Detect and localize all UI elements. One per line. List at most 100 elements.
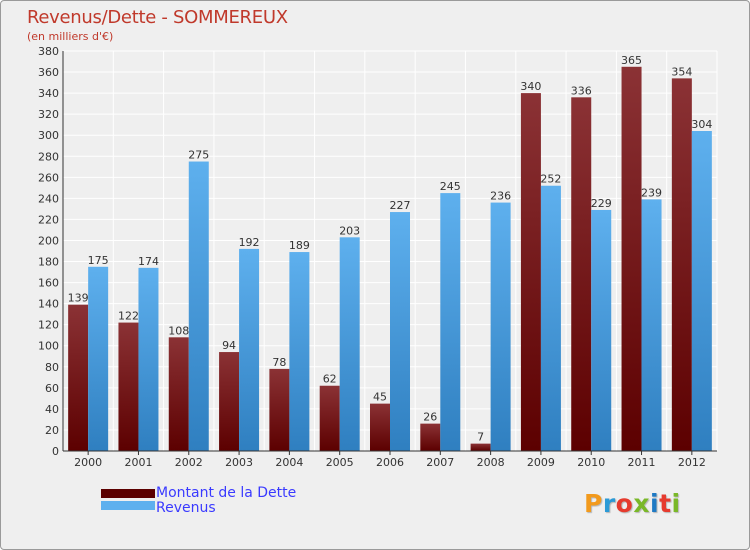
y-tick-label: 40 [45,403,59,416]
y-tick-label: 300 [38,129,59,142]
bar-revenue [239,248,260,451]
data-label-debt: 7 [477,431,484,444]
data-label-revenue: 275 [188,149,209,162]
data-label-debt: 62 [323,373,337,386]
bar-debt [68,304,89,451]
y-tick-label: 200 [38,234,59,247]
bar-revenue [390,212,410,451]
data-label-debt: 94 [222,339,236,352]
y-tick-label: 100 [38,340,59,353]
data-label-debt: 365 [621,54,642,67]
data-label-revenue: 229 [591,197,612,210]
data-label-debt: 26 [423,411,437,424]
y-tick-label: 0 [52,445,59,458]
y-tick-label: 220 [38,213,59,226]
axes: 0 20 40 60 80 100 120 140 160 180 200 220 240 260 280 3… [38,45,717,469]
logo-letter: i [671,489,681,518]
data-label-revenue: 236 [490,190,511,203]
bar-debt [370,403,390,451]
y-tick-label: 260 [38,171,59,184]
bar-revenue [641,199,662,451]
bar-debt [671,78,692,452]
y-tick-label: 20 [45,424,59,437]
data-label-debt: 336 [571,84,592,97]
logo-letter: t [659,489,672,518]
bar-debt [118,322,139,451]
bar-debt [520,93,541,452]
data-label-revenue: 245 [440,180,461,193]
y-tick-label: 60 [45,382,59,395]
bar-revenue [188,161,209,452]
x-tick-label: 2002 [175,456,203,469]
x-tick-label: 2010 [577,456,605,469]
y-tick-label: 160 [38,277,59,290]
proxiti-logo: Proxiti [584,489,681,518]
logo-letter: r [602,489,616,518]
bar-debt [219,352,240,451]
data-label-debt: 45 [373,391,387,404]
legend-label-debt: Montant de la Dette [156,485,297,501]
bar-revenue [440,193,461,451]
data-label-debt: 78 [272,356,286,369]
data-label-revenue: 304 [691,118,712,131]
legend-swatch-debt [101,489,155,498]
y-tick-label: 320 [38,108,59,121]
y-tick-label: 120 [38,319,59,332]
bar-revenue [591,209,612,451]
x-tick-label: 2003 [225,456,253,469]
data-label-revenue: 175 [88,254,109,267]
x-tick-label: 2009 [527,456,555,469]
data-label-revenue: 192 [239,236,260,249]
bars [68,66,712,452]
bar-revenue [289,252,310,451]
data-labels: 139 175 122 174 108 275 94 192 78 189 62 203 45 227 26… [68,54,713,444]
data-label-revenue: 239 [641,186,662,199]
bar-debt [420,423,441,451]
y-tick-label: 140 [38,298,59,311]
bar-debt [168,337,189,451]
chart-title: Revenus/Dette - SOMMEREUX [27,7,288,28]
chart-subtitle: (en milliers d'€) [27,30,114,43]
bar-revenue [691,131,712,451]
y-tick-label: 360 [38,66,59,79]
logo-letter: x [633,489,650,518]
bar-revenue [88,266,109,451]
data-label-revenue: 174 [138,255,159,268]
bar-revenue [540,185,561,451]
bar-debt [319,385,340,451]
data-label-debt: 354 [671,65,692,78]
y-tick-label: 280 [38,150,59,163]
data-label-revenue: 227 [390,199,411,212]
legend-label-revenue: Revenus [156,500,216,516]
y-tick-label: 180 [38,256,59,269]
data-label-revenue: 252 [540,173,561,186]
data-label-revenue: 203 [339,224,360,237]
logo-letter: i [650,489,660,518]
data-label-debt: 122 [118,310,139,323]
data-label-debt: 139 [68,292,89,305]
bar-debt [621,66,642,451]
x-tick-label: 2007 [426,456,454,469]
x-tick-label: 2005 [326,456,354,469]
bar-revenue [138,267,159,451]
logo-letter: P [584,489,603,518]
bar-revenue [339,237,360,451]
y-tick-label: 380 [38,45,59,58]
bar-debt [269,368,290,451]
bar-debt [571,97,592,451]
x-tick-label: 2000 [74,456,102,469]
data-label-debt: 108 [168,324,189,337]
x-tick-label: 2008 [477,456,505,469]
x-tick-label: 2012 [678,456,706,469]
x-tick-label: 2001 [124,456,152,469]
data-label-revenue: 189 [289,239,310,252]
bar-debt [470,443,491,451]
x-tick-label: 2011 [628,456,656,469]
data-label-debt: 340 [520,80,541,93]
legend-swatch-revenue [101,501,155,510]
y-tick-label: 340 [38,87,59,100]
x-tick-label: 2004 [275,456,303,469]
logo-letter: o [615,489,634,518]
bar-revenue [490,202,511,451]
